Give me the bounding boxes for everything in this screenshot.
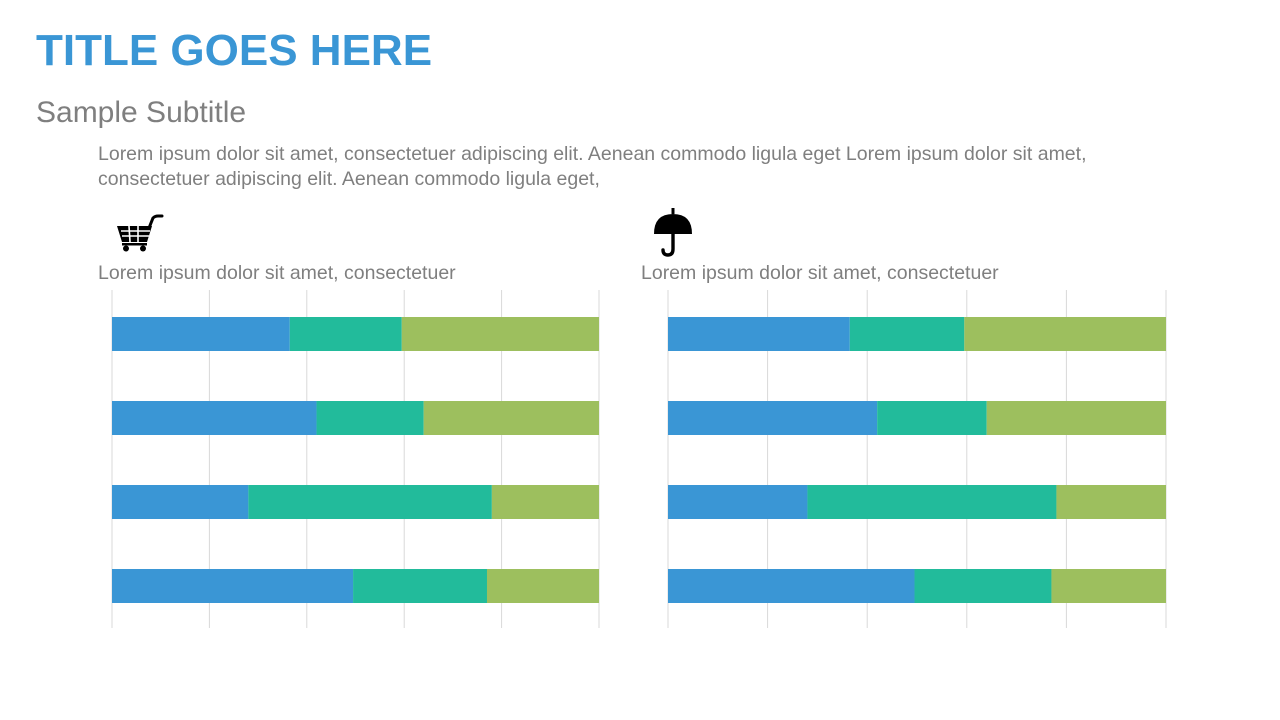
slide-subtitle: Sample Subtitle xyxy=(36,96,247,129)
bar-segment-series-3-row-1 xyxy=(964,317,1166,351)
bar-segment-series-3-row-2 xyxy=(423,401,599,435)
bar-segment-series-1-row-2 xyxy=(668,401,878,435)
bar-segment-series-3-row-3 xyxy=(491,485,599,519)
right-stacked-bar-chart xyxy=(660,290,1174,630)
bar-segment-series-3-row-4 xyxy=(486,569,599,603)
bar-segment-series-2-row-3 xyxy=(248,485,492,519)
bar-segment-series-2-row-3 xyxy=(807,485,1057,519)
body-paragraph: Lorem ipsum dolor sit amet, consectetuer… xyxy=(98,143,1087,190)
right-panel-caption: Lorem ipsum dolor sit amet, consectetuer xyxy=(641,262,999,284)
bar-segment-series-3-row-2 xyxy=(986,401,1166,435)
bar-segment-series-3-row-3 xyxy=(1056,485,1166,519)
bar-segment-series-2-row-2 xyxy=(316,401,424,435)
bar-segment-series-1-row-4 xyxy=(112,569,354,603)
umbrella-icon xyxy=(646,206,706,262)
slide-title: TITLE GOES HERE xyxy=(36,26,433,75)
bar-segment-series-2-row-1 xyxy=(849,317,965,351)
left-stacked-bar-chart xyxy=(104,290,608,630)
bar-segment-series-2-row-1 xyxy=(289,317,402,351)
bar-segment-series-3-row-4 xyxy=(1051,569,1166,603)
bar-segment-series-2-row-4 xyxy=(914,569,1052,603)
left-panel-caption: Lorem ipsum dolor sit amet, consectetuer xyxy=(98,262,456,284)
bar-segment-series-2-row-2 xyxy=(877,401,987,435)
shopping-cart-icon xyxy=(112,206,172,262)
bar-segment-series-1-row-3 xyxy=(668,485,808,519)
bar-segment-series-3-row-1 xyxy=(401,317,599,351)
bar-segment-series-1-row-1 xyxy=(668,317,850,351)
bar-segment-series-1-row-2 xyxy=(112,401,317,435)
bar-segment-series-1-row-4 xyxy=(668,569,915,603)
left-chart-svg xyxy=(111,290,600,628)
right-chart-svg xyxy=(667,290,1167,628)
bar-segment-series-2-row-4 xyxy=(353,569,487,603)
bar-segment-series-1-row-3 xyxy=(112,485,249,519)
bar-segment-series-1-row-1 xyxy=(112,317,290,351)
